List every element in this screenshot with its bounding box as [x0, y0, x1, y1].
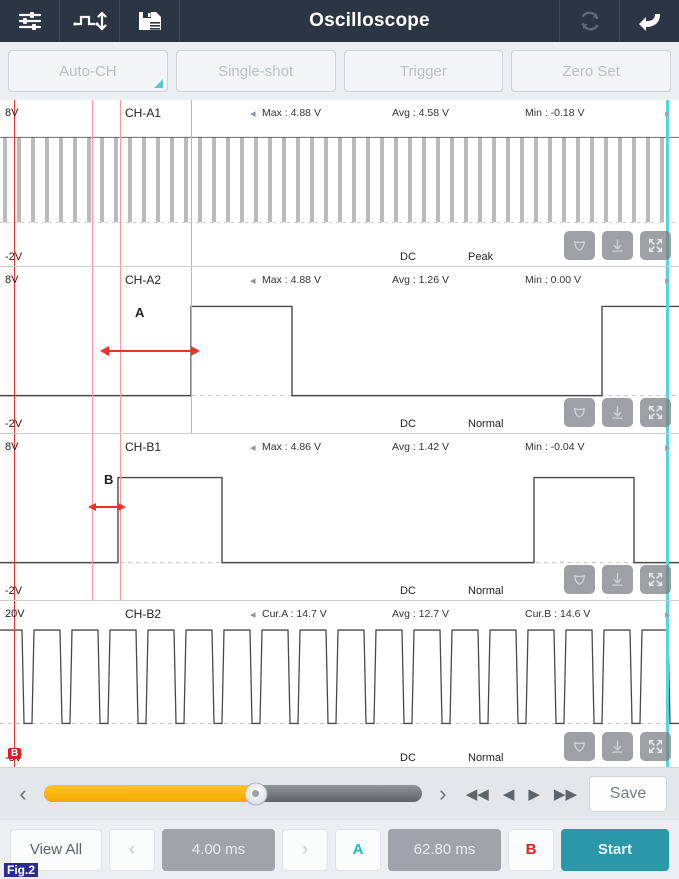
measurement-arrow-b: [88, 503, 126, 511]
scroll-next-button[interactable]: ›: [439, 780, 447, 806]
cursor-b-badge: B: [8, 748, 22, 759]
move-channel-icon[interactable]: [602, 398, 633, 427]
view-all-button[interactable]: View All: [10, 828, 102, 871]
start-button[interactable]: Start: [561, 828, 669, 871]
cursor-a-line-ch-a1[interactable]: [14, 100, 15, 266]
channel-panel-ch-a1[interactable]: 8V CH-A1 ◂ Max : 4.88 V Avg : 4.58 V Min…: [0, 100, 679, 267]
settings-sliders-icon[interactable]: [0, 0, 60, 42]
move-channel-icon[interactable]: [602, 231, 633, 260]
zero-set-label: Zero Set: [562, 62, 620, 80]
cursor-marker-1-ch-a1[interactable]: [92, 100, 93, 266]
hide-channel-icon[interactable]: [564, 398, 595, 427]
waveform-adjust-icon[interactable]: [60, 0, 120, 42]
expand-channel-icon[interactable]: [640, 231, 671, 260]
waveform-ch-a1: [0, 136, 679, 223]
transport-bar: ‹ › ◀◀ ◀ ▶ ▶▶ Save: [0, 767, 679, 819]
expand-channel-icon[interactable]: [640, 398, 671, 427]
cursor-b-line-ch-a1[interactable]: [666, 100, 669, 266]
expand-channel-icon[interactable]: [640, 732, 671, 761]
cursor-a-line-ch-a2[interactable]: [14, 267, 15, 433]
channel-overlay-buttons-ch-a1: [564, 231, 671, 260]
channel-panel-ch-b1[interactable]: B 8V CH-B1 ◂ Max : 4.86 V Avg : 1.42 V M…: [0, 434, 679, 601]
cursor-marker-2-ch-a1[interactable]: [120, 100, 121, 266]
play-button[interactable]: ▶: [528, 785, 540, 803]
bottom-bar: View All ‹ 4.00 ms › A 62.80 ms B Start: [0, 819, 679, 879]
auto-ch-button[interactable]: Auto-CH: [8, 50, 168, 92]
measurement-arrow-a: [100, 346, 200, 356]
timebase-value[interactable]: 4.00 ms: [162, 828, 275, 871]
cursor-a-button[interactable]: A: [335, 828, 381, 871]
cursor-b-line-ch-a2[interactable]: [666, 267, 669, 433]
channel-overlay-buttons-ch-b1: [564, 565, 671, 594]
back-arrow-icon[interactable]: [619, 0, 679, 42]
forward-fast-button[interactable]: ▶▶: [553, 785, 577, 803]
measurement-label-a: A: [135, 305, 145, 320]
channel-overlay-buttons-ch-a2: [564, 398, 671, 427]
waveform-ch-b2: [0, 629, 679, 725]
channel-panel-ch-b2[interactable]: 20V CH-B2 ◂ Cur.A : 14.7 V Avg : 12.7 V …: [0, 601, 679, 767]
refresh-icon[interactable]: [559, 0, 619, 42]
scroll-prev-button[interactable]: ‹: [19, 780, 27, 806]
cursor-marker-1-ch-a2[interactable]: [92, 267, 93, 433]
cursor-b-time-value[interactable]: 62.80 ms: [388, 828, 501, 871]
timebase-increase-button[interactable]: ›: [282, 828, 328, 871]
slider-knob[interactable]: [244, 782, 268, 805]
cursor-a-line-ch-b2[interactable]: [14, 601, 15, 767]
cursor-marker-3-ch-a1[interactable]: [191, 100, 192, 266]
save-button[interactable]: Save: [589, 775, 667, 812]
hide-channel-icon[interactable]: [564, 231, 595, 260]
rewind-button[interactable]: ◀: [502, 785, 515, 803]
cursor-b-line-ch-b1[interactable]: [666, 434, 669, 600]
auto-ch-label: Auto-CH: [59, 62, 117, 80]
hide-channel-icon[interactable]: [564, 565, 595, 594]
measurement-label-b: B: [104, 472, 114, 487]
slider-fill: [44, 785, 256, 802]
expand-channel-icon[interactable]: [640, 565, 671, 594]
resize-corner-icon: [153, 79, 163, 88]
cursor-marker-1-ch-b1[interactable]: [92, 434, 93, 600]
trigger-label: Trigger: [399, 62, 447, 80]
scope-area: 8V CH-A1 ◂ Max : 4.88 V Avg : 4.58 V Min…: [0, 100, 679, 767]
rewind-fast-button[interactable]: ◀◀: [465, 785, 489, 803]
zero-set-button[interactable]: Zero Set: [511, 50, 671, 92]
top-app-bar: Oscilloscope: [0, 0, 679, 42]
waveform-ch-b1: [0, 476, 679, 564]
control-button-row: Auto-CH Single-shot Trigger Zero Set: [0, 42, 679, 100]
figure-tag: Fig.2: [4, 863, 39, 877]
move-channel-icon[interactable]: [602, 732, 633, 761]
single-shot-label: Single-shot: [218, 62, 294, 80]
channel-panel-ch-a2[interactable]: A 8V CH-A2 ◂ Max : 4.88 V Avg : 1.26 V M…: [0, 267, 679, 434]
single-shot-button[interactable]: Single-shot: [175, 50, 336, 92]
cursor-b-button[interactable]: B: [508, 828, 554, 871]
channel-overlay-buttons-ch-b2: [564, 732, 671, 761]
cursor-a-line-ch-b1[interactable]: [14, 434, 15, 600]
timebase-decrease-button[interactable]: ‹: [109, 828, 155, 871]
trigger-button[interactable]: Trigger: [343, 50, 504, 92]
hide-channel-icon[interactable]: [564, 732, 595, 761]
save-disk-icon[interactable]: [120, 0, 180, 42]
page-title: Oscilloscope: [309, 10, 430, 31]
cursor-marker-2-ch-b1[interactable]: [120, 434, 121, 600]
move-channel-icon[interactable]: [602, 565, 633, 594]
cursor-b-line-ch-b2[interactable]: [666, 601, 669, 767]
position-slider[interactable]: [44, 782, 422, 805]
